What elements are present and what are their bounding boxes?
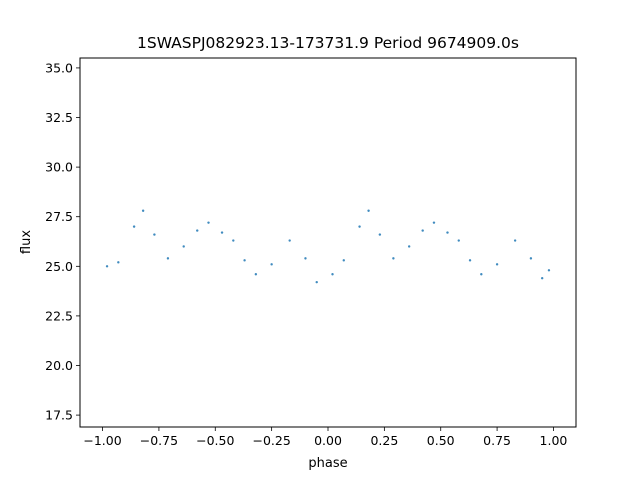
data-point <box>105 265 109 268</box>
data-point <box>480 273 483 276</box>
data-point <box>182 245 185 248</box>
data-point <box>132 225 136 228</box>
y-tick-label: 20.0 <box>45 358 73 373</box>
x-tick-label: −1.00 <box>83 433 121 448</box>
data-points <box>105 209 551 284</box>
data-point <box>378 233 382 236</box>
data-point <box>407 245 411 248</box>
data-point <box>446 231 449 234</box>
x-tick-label: −0.25 <box>252 433 290 448</box>
data-point <box>529 257 533 260</box>
y-tick-label: 27.5 <box>45 209 73 224</box>
x-tick-label: −0.50 <box>196 433 234 448</box>
data-point <box>513 239 517 242</box>
data-point <box>421 229 424 232</box>
data-point <box>547 269 551 272</box>
x-tick-label: 0.25 <box>370 433 398 448</box>
data-point <box>166 257 170 260</box>
y-tick-label: 32.5 <box>45 110 73 125</box>
data-point <box>141 209 145 212</box>
x-tick-label: 0.00 <box>314 433 342 448</box>
y-tick-label: 22.5 <box>45 308 73 323</box>
x-tick-label: 1.00 <box>540 433 568 448</box>
y-tick-label: 25.0 <box>45 259 73 274</box>
data-point <box>367 209 370 212</box>
data-point <box>304 257 307 260</box>
data-point <box>495 263 499 266</box>
data-point <box>254 273 258 276</box>
data-point <box>288 239 291 242</box>
chart-title: 1SWASPJ082923.13-173731.9 Period 9674909… <box>137 34 519 52</box>
x-tick-label: 0.50 <box>427 433 455 448</box>
data-point <box>232 239 235 242</box>
data-point <box>432 221 436 224</box>
y-axis: 17.5 20.0 22.5 25.0 27.5 30.0 32.5 35.0 <box>45 60 80 423</box>
y-tick-label: 30.0 <box>45 160 73 175</box>
data-point <box>392 257 395 260</box>
data-point <box>468 259 472 262</box>
data-point <box>457 239 460 242</box>
x-axis-label: phase <box>308 456 347 471</box>
y-axis-label: flux <box>19 230 34 254</box>
data-point <box>270 263 273 266</box>
y-tick-label: 17.5 <box>45 408 73 423</box>
data-point <box>220 231 224 234</box>
data-point <box>207 221 210 224</box>
x-tick-label: 0.75 <box>483 433 511 448</box>
data-point <box>153 233 156 236</box>
x-axis: −1.00 −0.75 −0.50 −0.25 0.00 0.25 0.50 0.75 1.00 <box>83 427 567 448</box>
data-point <box>331 273 334 276</box>
x-tick-label: −0.75 <box>140 433 178 448</box>
plot-area <box>80 58 576 427</box>
data-point <box>342 259 345 262</box>
data-point <box>358 225 361 228</box>
data-point <box>315 280 318 284</box>
data-point <box>243 259 246 262</box>
data-point <box>540 277 544 280</box>
y-tick-label: 35.0 <box>45 60 73 75</box>
data-point <box>196 229 199 232</box>
data-point <box>117 261 120 264</box>
